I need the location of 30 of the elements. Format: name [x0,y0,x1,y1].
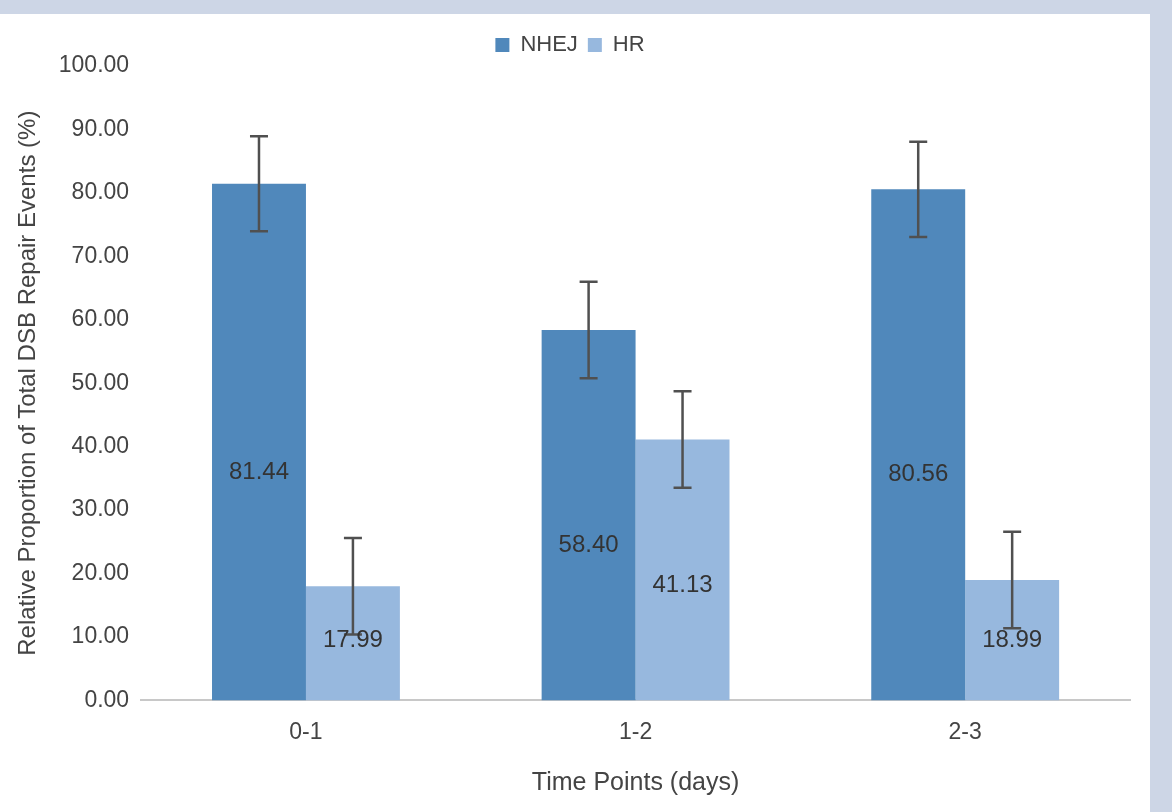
y-tick-label: 60.00 [71,305,130,332]
y-axis-title: Relative Proportion of Total DSB Repair Events (%) [13,110,41,656]
x-tick-label: 2-3 [948,717,982,744]
bar [871,189,966,701]
data-label: 18.99 [982,625,1043,653]
y-tick-label: 10.00 [71,622,130,649]
y-tick-label: 0.00 [84,685,130,712]
data-label: 81.44 [228,456,290,484]
y-tick-label: 80.00 [71,178,130,205]
y-tick-label: 30.00 [71,495,130,522]
x-tick-label: 0-1 [289,717,323,744]
legend-label: HR [612,31,645,57]
bar [305,586,400,701]
y-tick-label: 50.00 [71,368,130,395]
bar [541,329,636,701]
bar [635,439,730,701]
data-label: 58.40 [558,529,619,557]
data-label: 17.99 [322,625,383,653]
y-tick-label: 90.00 [71,114,130,141]
y-tick-label: 20.00 [71,558,130,585]
data-label: 41.13 [652,569,713,597]
bar [965,579,1060,701]
bar [212,183,306,701]
x-axis-title: Time Points (days) [531,766,740,795]
legend-label: NHEJ [520,31,578,57]
y-tick-label: 70.00 [71,241,130,268]
y-tick-label: 40.00 [71,431,130,458]
x-tick-label: 1-2 [618,717,653,744]
data-label: 80.56 [888,459,949,487]
y-tick-label: 100.00 [58,51,130,78]
